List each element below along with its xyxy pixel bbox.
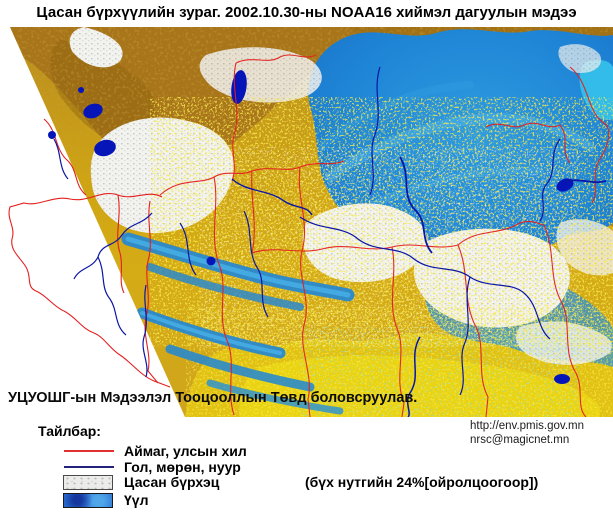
cloud-streaks-layer [121,232,355,415]
cyan-speckle-texture [300,327,580,417]
cloud-swatch [63,493,113,508]
navy-line-swatch [64,466,114,468]
contact-email: nrsc@magicnet.mn [470,433,570,446]
legend-label: Гол, мөрөн, нуур [124,459,241,475]
satellite-map: УЦУОШГ-ын Мэдээлэл Тооцооллын Төвд болов… [0,27,613,419]
red-line-swatch [64,450,114,452]
rivers-layer [179,66,607,417]
snow-coverage-note: (бүх нутгийн 24%[ойролцоогоор]) [305,474,539,490]
page-title: Цасан бүрхүүлийн зураг. 2002.10.30-ны NO… [36,4,577,21]
contact-info: http://env.pmis.gov.mn nrsc@magicnet.mn [470,420,584,447]
legend-label: Аймаг, улсын хил [124,443,247,459]
snow-swatch [63,475,113,490]
legend-label: Үүл [124,492,149,508]
contact-url: http://env.pmis.gov.mn [470,420,584,432]
legend-label: Цасан бүрхэц [124,474,220,490]
attribution-text: УЦУОШГ-ын Мэдээлэл Тооцооллын Төвд болов… [8,390,418,406]
legend-heading: Тайлбар: [38,423,101,439]
offswath-vectors-layer [8,118,171,388]
satellite-swath-image [8,27,613,417]
